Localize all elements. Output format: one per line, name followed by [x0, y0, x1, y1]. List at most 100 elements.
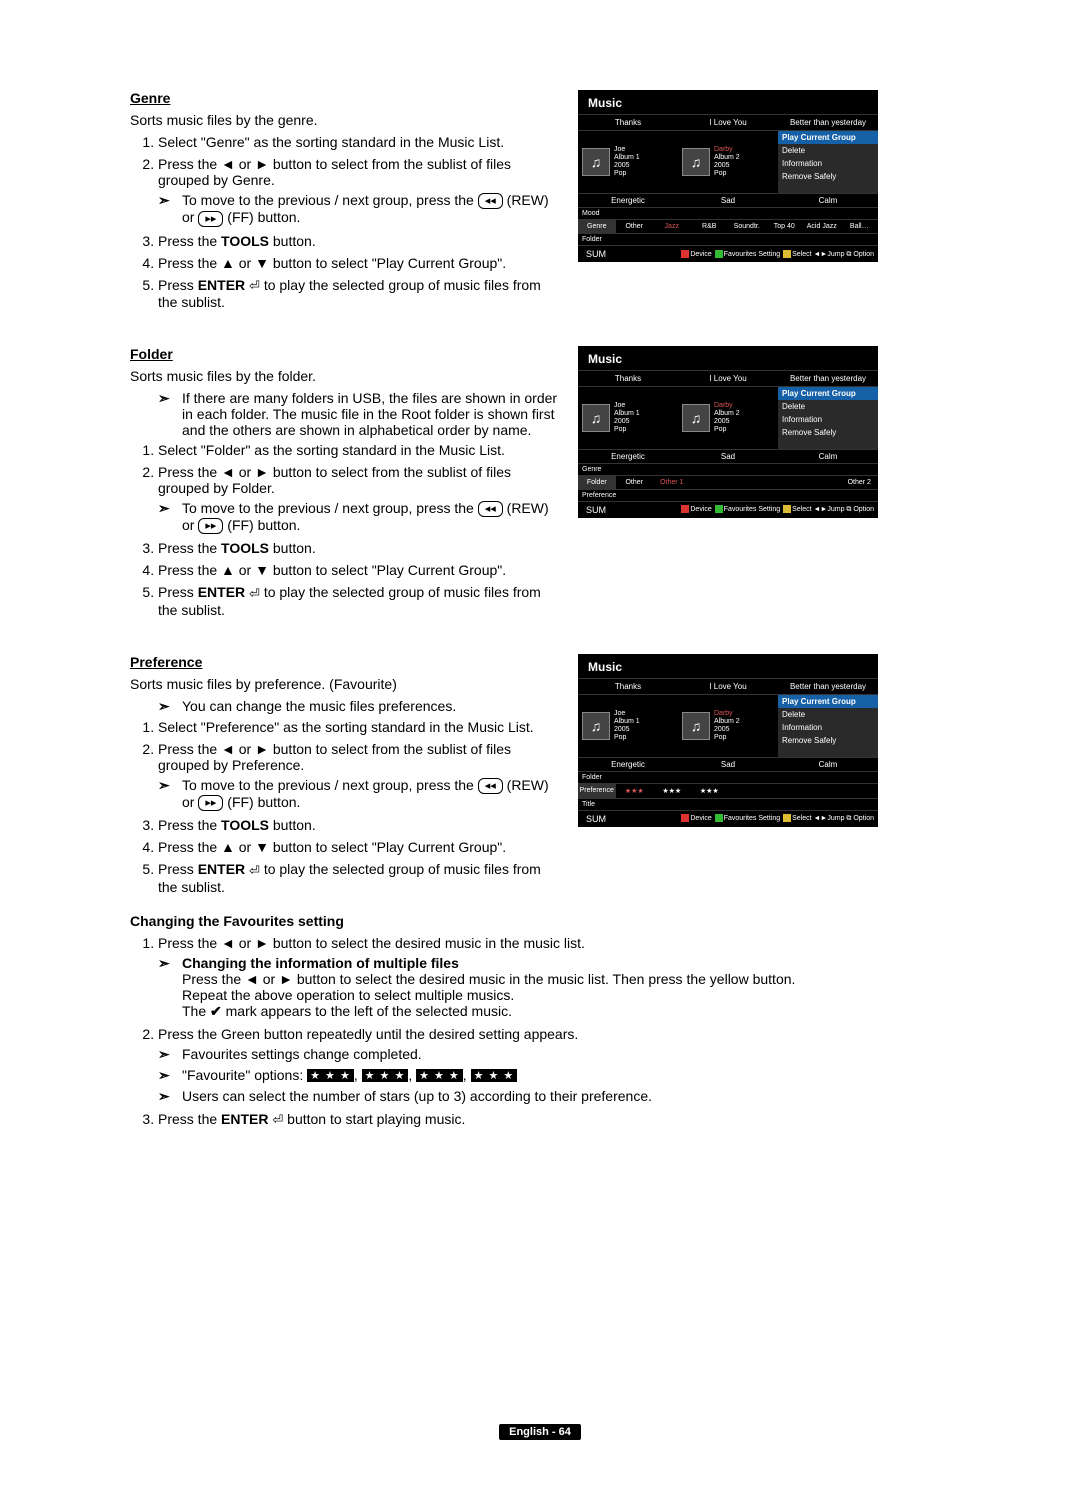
- pref-step-4: Press the ▲ or ▼ button to select "Play …: [158, 839, 560, 855]
- tv-catlabel: Genre: [578, 464, 642, 475]
- genre-step-3: Press the TOOLS button.: [158, 233, 560, 249]
- tv-tab: I Love You: [678, 679, 778, 694]
- tv-thumb: ♫ DarbyAlbum 22005Pop: [678, 695, 778, 757]
- tv-row: Energetic: [578, 194, 678, 207]
- folder-intro: Sorts music files by the folder.: [130, 368, 560, 384]
- tv-tab: Better than yesterday: [778, 371, 878, 386]
- tv-catlabel: Folder: [578, 234, 642, 245]
- genre-intro: Sorts music files by the genre.: [130, 112, 560, 128]
- tv-cat: [766, 476, 804, 489]
- tv-cat: Other 1: [653, 476, 691, 489]
- note-arrow-icon: ➣: [158, 955, 182, 1020]
- pref-step-5: Press ENTER ⏎ to play the selected group…: [158, 861, 560, 894]
- fav-option-icon: ★ ★ ★: [416, 1069, 463, 1082]
- tv-thumb: ♫ JoeAlbum 12005Pop: [578, 131, 678, 193]
- fav-step-2: Press the Green button repeatedly until …: [158, 1026, 970, 1105]
- tv-title: Music: [578, 346, 878, 370]
- tv-cat: Preference: [578, 784, 616, 798]
- pref-intro: Sorts music files by preference. (Favour…: [130, 676, 560, 692]
- section-folder: Folder Sorts music files by the folder. …: [130, 346, 970, 630]
- genre-title: Genre: [130, 90, 560, 106]
- genre-step-4: Press the ▲ or ▼ button to select "Play …: [158, 255, 560, 271]
- tv-cat: ★★★: [691, 784, 729, 798]
- tv-row: Calm: [778, 194, 878, 207]
- tv-cat: Folder: [578, 476, 616, 489]
- section-favourites: Changing the Favourites setting Press th…: [130, 913, 970, 1128]
- tv-menu-item: Delete: [778, 708, 878, 721]
- tv-cat: Other: [616, 220, 654, 233]
- note-arrow-icon: ➣: [158, 698, 182, 715]
- tv-menu-item: Information: [778, 413, 878, 426]
- note-arrow-icon: ➣: [158, 500, 182, 535]
- folder-step-1: Select "Folder" as the sorting standard …: [158, 442, 560, 458]
- tv-cat: Other 2: [841, 476, 879, 489]
- music-note-icon: ♫: [582, 148, 610, 176]
- fav-steps: Press the ◄ or ► button to select the de…: [130, 935, 970, 1128]
- favourites-title: Changing the Favourites setting: [130, 913, 970, 929]
- tv-cat: Other: [616, 476, 654, 489]
- tv-thumb: ♫ DarbyAlbum 22005Pop: [678, 387, 778, 449]
- fav-step-3: Press the ENTER ⏎ button to start playin…: [158, 1111, 970, 1128]
- rew-button-icon: ◂◂: [478, 778, 503, 794]
- fav-option-icon: ★ ★ ★: [471, 1069, 518, 1082]
- tv-catlabel: Title: [578, 799, 642, 810]
- note-arrow-icon: ➣: [158, 192, 182, 227]
- tv-thumb: ♫ DarbyAlbum 22005Pop: [678, 131, 778, 193]
- enter-icon: ⏎: [249, 863, 260, 879]
- pref-topnote: ➣ You can change the music files prefere…: [130, 698, 560, 715]
- tv-row: Sad: [678, 450, 778, 463]
- fav-sub: ➣ Changing the information of multiple f…: [158, 955, 970, 1020]
- folder-note: ➣ To move to the previous / next group, …: [158, 500, 560, 535]
- tv-tab: Thanks: [578, 371, 678, 386]
- tv-row: Sad: [678, 758, 778, 771]
- tv-menu-item: Information: [778, 157, 878, 170]
- note-arrow-icon: ➣: [158, 1088, 182, 1105]
- tv-context-menu: Play Current Group Delete Information Re…: [778, 131, 878, 193]
- folder-steps: Select "Folder" as the sorting standard …: [130, 442, 560, 618]
- note-arrow-icon: ➣: [158, 1067, 182, 1084]
- fav-option-icon: ★ ★ ★: [362, 1069, 409, 1082]
- tv-menu-item: Remove Safely: [778, 734, 878, 747]
- tv-title: Music: [578, 90, 878, 114]
- pref-title: Preference: [130, 654, 560, 670]
- rew-button-icon: ◂◂: [478, 193, 503, 209]
- tv-catlabel: Folder: [578, 772, 642, 783]
- tv-cat: ★★★: [616, 784, 654, 798]
- tv-tab: Better than yesterday: [778, 679, 878, 694]
- pref-note: ➣ To move to the previous / next group, …: [158, 777, 560, 812]
- tv-menu-item: Remove Safely: [778, 170, 878, 183]
- enter-icon: ⏎: [272, 1112, 283, 1128]
- tv-menu-item: Play Current Group: [778, 131, 878, 144]
- enter-icon: ⏎: [249, 586, 260, 602]
- music-note-icon: ♫: [582, 712, 610, 740]
- pref-steps: Select "Preference" as the sorting stand…: [130, 719, 560, 895]
- tv-sum: SUM: [582, 249, 606, 259]
- tv-menu-item: Remove Safely: [778, 426, 878, 439]
- music-note-icon: ♫: [582, 404, 610, 432]
- folder-step-2: Press the ◄ or ► button to select from t…: [158, 464, 560, 535]
- tv-menu-item: Delete: [778, 144, 878, 157]
- note-arrow-icon: ➣: [158, 1046, 182, 1063]
- section-genre: Genre Sorts music files by the genre. Se…: [130, 90, 970, 322]
- tv-context-menu: Play Current Group Delete Information Re…: [778, 387, 878, 449]
- tv-cat: R&B: [691, 220, 729, 233]
- tv-catlabel: Preference: [578, 490, 642, 501]
- folder-topnote: ➣ If there are many folders in USB, the …: [130, 390, 560, 438]
- tv-sum: SUM: [582, 505, 606, 515]
- genre-step-5: Press ENTER ⏎ to play the selected group…: [158, 277, 560, 310]
- tv-tab: Better than yesterday: [778, 115, 878, 130]
- ff-button-icon: ▸▸: [198, 211, 223, 227]
- tv-menu-item: Delete: [778, 400, 878, 413]
- ff-button-icon: ▸▸: [198, 795, 223, 811]
- tv-context-menu: Play Current Group Delete Information Re…: [778, 695, 878, 757]
- tv-sum: SUM: [582, 814, 606, 824]
- ff-button-icon: ▸▸: [198, 518, 223, 534]
- tv-thumb: ♫ JoeAlbum 12005Pop: [578, 387, 678, 449]
- folder-step-5: Press ENTER ⏎ to play the selected group…: [158, 584, 560, 617]
- tv-row: Calm: [778, 450, 878, 463]
- rew-button-icon: ◂◂: [478, 501, 503, 517]
- tv-row: Sad: [678, 194, 778, 207]
- genre-note: ➣ To move to the previous / next group, …: [158, 192, 560, 227]
- folder-step-4: Press the ▲ or ▼ button to select "Play …: [158, 562, 560, 578]
- tv-row: Energetic: [578, 450, 678, 463]
